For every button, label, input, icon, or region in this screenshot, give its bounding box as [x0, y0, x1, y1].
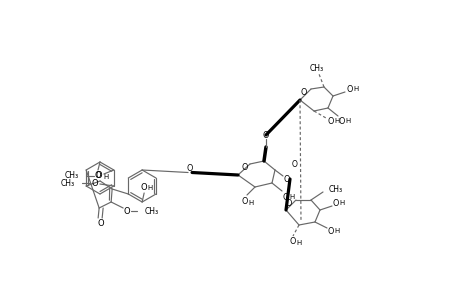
Text: H: H [147, 185, 152, 191]
Text: O: O [241, 196, 248, 206]
Text: O: O [95, 172, 101, 181]
Text: CH₃: CH₃ [309, 64, 323, 73]
Text: H: H [353, 86, 358, 92]
Text: O: O [91, 178, 98, 188]
Text: O: O [327, 116, 333, 125]
Text: O: O [282, 193, 289, 202]
Text: H: H [248, 200, 253, 206]
Text: CH₃: CH₃ [144, 206, 158, 215]
Text: O: O [338, 116, 344, 125]
Text: O: O [285, 199, 291, 208]
Text: O: O [98, 220, 104, 229]
Text: O: O [123, 206, 130, 215]
Text: O: O [332, 199, 338, 208]
Text: H: H [289, 194, 294, 200]
Text: H: H [345, 118, 350, 124]
Text: O: O [262, 130, 269, 140]
Text: H: H [334, 118, 339, 124]
Text: O: O [289, 238, 296, 247]
Text: O: O [95, 172, 102, 181]
Text: O: O [241, 163, 248, 172]
Text: H: H [339, 200, 344, 206]
Text: CH₃: CH₃ [328, 184, 342, 194]
Text: O: O [291, 160, 297, 169]
Text: O: O [140, 182, 147, 191]
Text: O: O [186, 164, 193, 173]
Text: O: O [327, 226, 333, 236]
Text: H: H [334, 228, 339, 234]
Text: CH₃: CH₃ [65, 172, 78, 181]
Text: CH₃: CH₃ [61, 178, 75, 188]
Text: O: O [346, 85, 353, 94]
Text: H: H [296, 240, 301, 246]
Text: O: O [300, 88, 306, 97]
Text: H: H [103, 174, 108, 180]
Text: O: O [283, 175, 290, 184]
